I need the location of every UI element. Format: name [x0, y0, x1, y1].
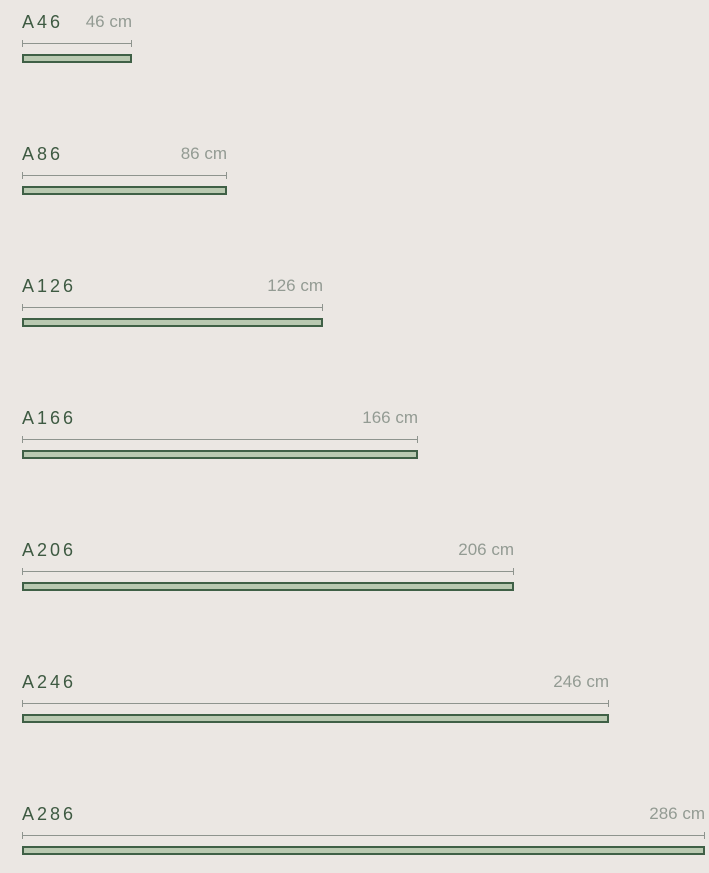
dimension-line: [22, 304, 323, 311]
product-item: A126 126 cm: [22, 275, 323, 345]
product-item: A246 246 cm: [22, 671, 609, 741]
length-bar: [22, 846, 705, 855]
length-bar: [22, 186, 227, 195]
length-bar: [22, 450, 418, 459]
length-bar: [22, 318, 323, 327]
length-bar: [22, 714, 609, 723]
length-bar: [22, 582, 514, 591]
length-label: 246 cm: [553, 672, 609, 691]
dimension-line: [22, 832, 705, 839]
product-item: A206 206 cm: [22, 539, 514, 609]
dimension-line: [22, 700, 609, 707]
product-name: A286: [22, 804, 77, 824]
length-label: 286 cm: [649, 804, 705, 823]
length-label: 126 cm: [267, 276, 323, 295]
dimension-line: [22, 172, 227, 179]
dimension-line: [22, 436, 418, 443]
product-item: A166 166 cm: [22, 407, 418, 477]
length-label: 86 cm: [180, 144, 227, 163]
product-name: A86: [22, 144, 64, 164]
product-name: A246: [22, 672, 77, 692]
dimension-line: [22, 568, 514, 575]
length-label: 46 cm: [85, 12, 132, 31]
product-name: A126: [22, 276, 77, 296]
product-item: A86 86 cm: [22, 143, 227, 213]
length-label: 206 cm: [458, 540, 514, 559]
product-item: A46 46 cm: [22, 11, 132, 81]
product-name: A206: [22, 540, 77, 560]
dimension-line: [22, 40, 132, 47]
product-name: A166: [22, 408, 77, 428]
length-label: 166 cm: [362, 408, 418, 427]
length-bar: [22, 54, 132, 63]
product-item: A286 286 cm: [22, 803, 705, 873]
product-name: A46: [22, 12, 64, 32]
